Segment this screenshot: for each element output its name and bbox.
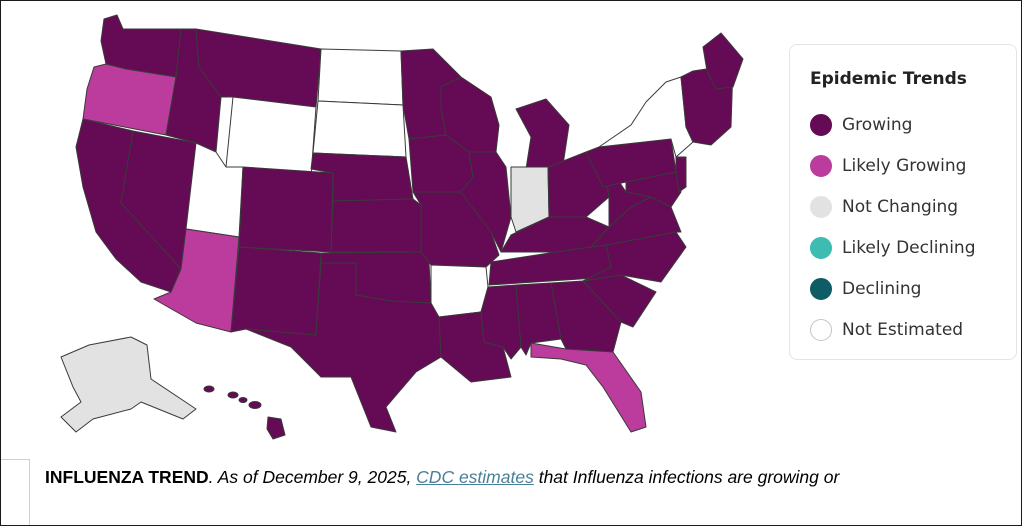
legend-item-not-changing: Not Changing [810,195,958,219]
state-new-jersey[interactable] [675,156,687,193]
caption-heading: INFLUENZA TREND [45,467,209,487]
legend-swatch [810,237,832,259]
state-florida[interactable] [530,342,647,433]
caption-divider [1,459,29,460]
legend-swatch [810,155,832,177]
legend-title: Epidemic Trends [810,69,967,89]
hawaii-island [203,385,215,393]
legend-swatch [810,319,832,341]
legend-item-likely-declining: Likely Declining [810,236,976,260]
legend-swatch [810,196,832,218]
hawaii-island [238,397,248,403]
state-hawaii[interactable] [266,416,286,440]
state-michigan[interactable] [515,98,570,170]
state-arkansas[interactable] [430,264,489,318]
state-maine[interactable] [702,32,744,90]
hawaii-island [227,391,239,399]
state-wyoming[interactable] [225,96,317,178]
state-arizona[interactable] [153,228,240,333]
hawaii-island [248,401,262,409]
legend-label: Growing [842,115,913,135]
caption-rule [29,459,30,525]
legend: Epidemic Trends Growing Likely Growing N… [789,44,1017,360]
legend-item-declining: Declining [810,277,921,301]
cdc-estimates-link[interactable]: CDC estimates [416,467,534,487]
legend-item-not-estimated: Not Estimated [810,318,963,342]
legend-label: Not Changing [842,197,959,217]
caption-text-continued: that Influenza infections are growing or [533,467,840,487]
caption-text: . As of December 9, 2025, [208,467,417,487]
us-map-svg [60,14,744,440]
state-south-dakota[interactable] [312,100,407,158]
legend-item-likely-growing: Likely Growing [810,154,966,178]
us-map [21,7,781,452]
state-alaska[interactable] [60,336,197,433]
legend-swatch [810,114,832,136]
state-colorado[interactable] [238,166,334,253]
legend-label: Not Estimated [842,320,964,340]
state-kansas[interactable] [330,198,422,253]
legend-label: Declining [842,279,922,299]
legend-label: Likely Declining [842,238,976,258]
state-north-dakota[interactable] [317,48,404,106]
legend-label: Likely Growing [842,156,967,176]
state-texas[interactable] [245,262,442,433]
state-new-mexico[interactable] [230,246,322,336]
legend-item-growing: Growing [810,113,912,137]
caption: INFLUENZA TREND. As of December 9, 2025,… [45,467,839,488]
legend-swatch [810,278,832,300]
